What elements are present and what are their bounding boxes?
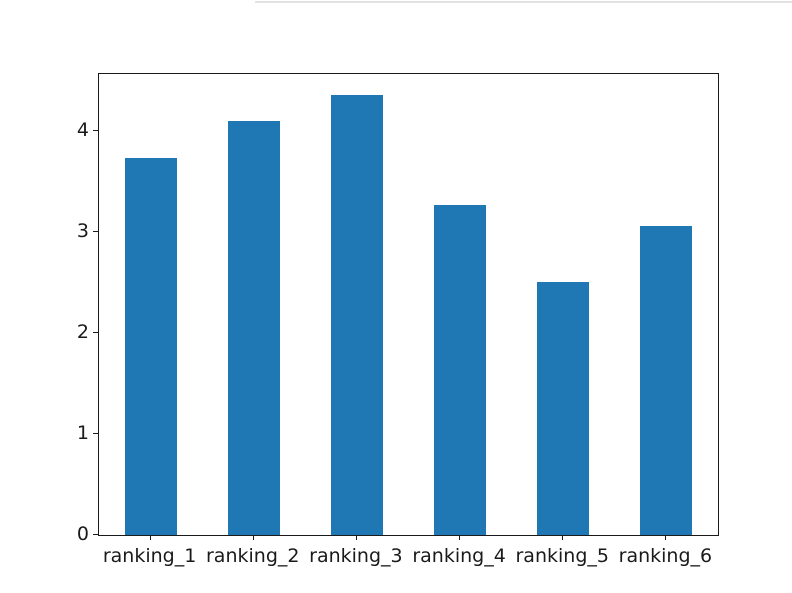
x-tick-mark-ranking_2 [252, 535, 254, 540]
plot-area [98, 73, 719, 536]
y-tick-label-0: 0 [76, 523, 89, 545]
y-tick-label-4: 4 [76, 119, 89, 142]
y-tick-label-2: 2 [76, 321, 89, 344]
y-tick-mark-1 [93, 433, 98, 435]
y-tick-label-1: 1 [76, 422, 89, 445]
x-tick-label-ranking_3: ranking_3 [309, 545, 403, 567]
y-tick-mark-0 [93, 534, 98, 535]
bar-ranking_5 [537, 281, 590, 535]
y-tick-label-3: 3 [76, 220, 89, 243]
x-tick-label-ranking_5: ranking_5 [515, 545, 609, 567]
top-divider [255, 1, 792, 3]
x-tick-mark-ranking_1 [149, 535, 151, 540]
x-tick-mark-ranking_6 [665, 535, 667, 540]
bar-ranking_4 [434, 205, 487, 535]
x-tick-mark-ranking_4 [459, 535, 461, 540]
x-tick-mark-ranking_5 [562, 535, 564, 540]
y-tick-mark-2 [93, 332, 98, 334]
x-tick-label-ranking_2: ranking_2 [206, 545, 300, 567]
y-tick-mark-4 [93, 130, 98, 132]
y-tick-mark-3 [93, 231, 98, 233]
x-tick-label-ranking_1: ranking_1 [102, 545, 197, 567]
x-tick-label-ranking_6: ranking_6 [618, 545, 713, 567]
bar-ranking_1 [124, 157, 177, 535]
bar-ranking_6 [640, 226, 693, 535]
bar-ranking_2 [227, 121, 280, 535]
x-tick-mark-ranking_3 [355, 535, 357, 540]
x-tick-label-ranking_4: ranking_4 [412, 545, 506, 567]
bar-ranking_3 [330, 95, 383, 535]
